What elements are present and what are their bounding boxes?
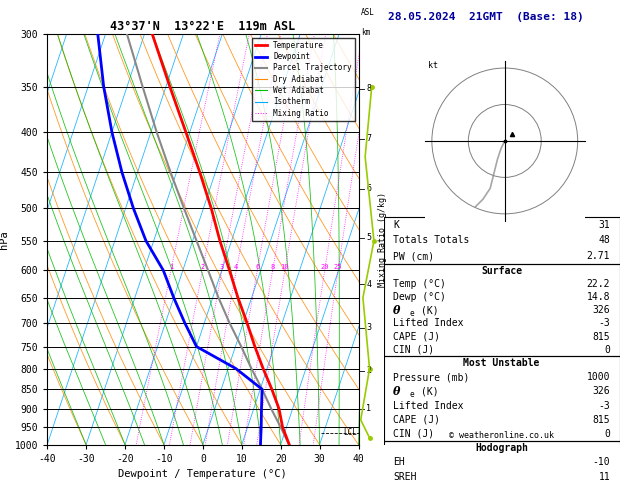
- Title: 43°37'N  13°22'E  119m ASL: 43°37'N 13°22'E 119m ASL: [110, 20, 296, 33]
- Text: 0: 0: [604, 345, 610, 355]
- Text: 14.8: 14.8: [587, 292, 610, 302]
- Text: Dewp (°C): Dewp (°C): [393, 292, 446, 302]
- Text: 7: 7: [366, 135, 371, 143]
- Text: θ: θ: [393, 386, 401, 397]
- Text: Hodograph: Hodograph: [475, 443, 528, 453]
- Text: PW (cm): PW (cm): [393, 251, 434, 261]
- Text: Temp (°C): Temp (°C): [393, 279, 446, 289]
- Text: kt: kt: [428, 61, 438, 70]
- Text: 1000: 1000: [587, 372, 610, 382]
- Text: CIN (J): CIN (J): [393, 429, 434, 438]
- Text: K: K: [393, 220, 399, 230]
- Text: 1: 1: [366, 404, 371, 413]
- Bar: [384, 441, 620, 486]
- Text: CAPE (J): CAPE (J): [393, 331, 440, 342]
- Text: CIN (J): CIN (J): [393, 345, 434, 355]
- Y-axis label: hPa: hPa: [0, 230, 9, 249]
- Text: 48: 48: [598, 235, 610, 245]
- Text: 20: 20: [320, 264, 329, 270]
- Text: 2: 2: [366, 366, 371, 375]
- Text: 1: 1: [169, 264, 173, 270]
- Text: LCL: LCL: [343, 428, 357, 437]
- Text: 11: 11: [598, 471, 610, 482]
- Text: 4: 4: [234, 264, 238, 270]
- Text: -10: -10: [593, 457, 610, 467]
- Text: 8: 8: [366, 84, 371, 93]
- Text: -3: -3: [598, 318, 610, 329]
- Text: 2.71: 2.71: [587, 251, 610, 261]
- Text: 25: 25: [334, 264, 342, 270]
- Text: 326: 326: [593, 386, 610, 397]
- Bar: [384, 356, 620, 441]
- Text: 28.05.2024  21GMT  (Base: 18): 28.05.2024 21GMT (Base: 18): [388, 12, 584, 22]
- Text: (K): (K): [421, 305, 439, 315]
- Text: km: km: [361, 28, 370, 37]
- X-axis label: Dewpoint / Temperature (°C): Dewpoint / Temperature (°C): [118, 469, 287, 479]
- Text: Totals Totals: Totals Totals: [393, 235, 469, 245]
- Text: 31: 31: [598, 220, 610, 230]
- Text: 815: 815: [593, 331, 610, 342]
- Text: Lifted Index: Lifted Index: [393, 400, 464, 411]
- Text: 10: 10: [281, 264, 289, 270]
- Text: 6: 6: [255, 264, 259, 270]
- Text: ASL: ASL: [361, 8, 375, 17]
- Text: 6: 6: [366, 184, 371, 193]
- Text: 5: 5: [366, 233, 371, 242]
- Text: Lifted Index: Lifted Index: [393, 318, 464, 329]
- Text: SREH: SREH: [393, 471, 416, 482]
- Text: -3: -3: [598, 400, 610, 411]
- Text: 4: 4: [366, 280, 371, 289]
- Text: 326: 326: [593, 305, 610, 315]
- Text: Pressure (mb): Pressure (mb): [393, 372, 469, 382]
- Text: CAPE (J): CAPE (J): [393, 415, 440, 425]
- Text: 22.2: 22.2: [587, 279, 610, 289]
- Text: 815: 815: [593, 415, 610, 425]
- Text: e: e: [409, 309, 415, 317]
- Text: 8: 8: [270, 264, 275, 270]
- Text: © weatheronline.co.uk: © weatheronline.co.uk: [449, 431, 554, 440]
- Text: 0: 0: [604, 429, 610, 438]
- Text: (K): (K): [421, 386, 439, 397]
- Text: Mixing Ratio (g/kg): Mixing Ratio (g/kg): [378, 192, 387, 287]
- Text: Most Unstable: Most Unstable: [464, 358, 540, 368]
- Text: 3: 3: [366, 323, 371, 332]
- Text: 2: 2: [200, 264, 204, 270]
- Text: e: e: [409, 390, 415, 399]
- Text: EH: EH: [393, 457, 405, 467]
- Text: Surface: Surface: [481, 265, 522, 276]
- Bar: [384, 217, 620, 264]
- Legend: Temperature, Dewpoint, Parcel Trajectory, Dry Adiabat, Wet Adiabat, Isotherm, Mi: Temperature, Dewpoint, Parcel Trajectory…: [252, 38, 355, 121]
- Text: θ: θ: [393, 305, 401, 316]
- Bar: [384, 264, 620, 356]
- Text: 3: 3: [220, 264, 224, 270]
